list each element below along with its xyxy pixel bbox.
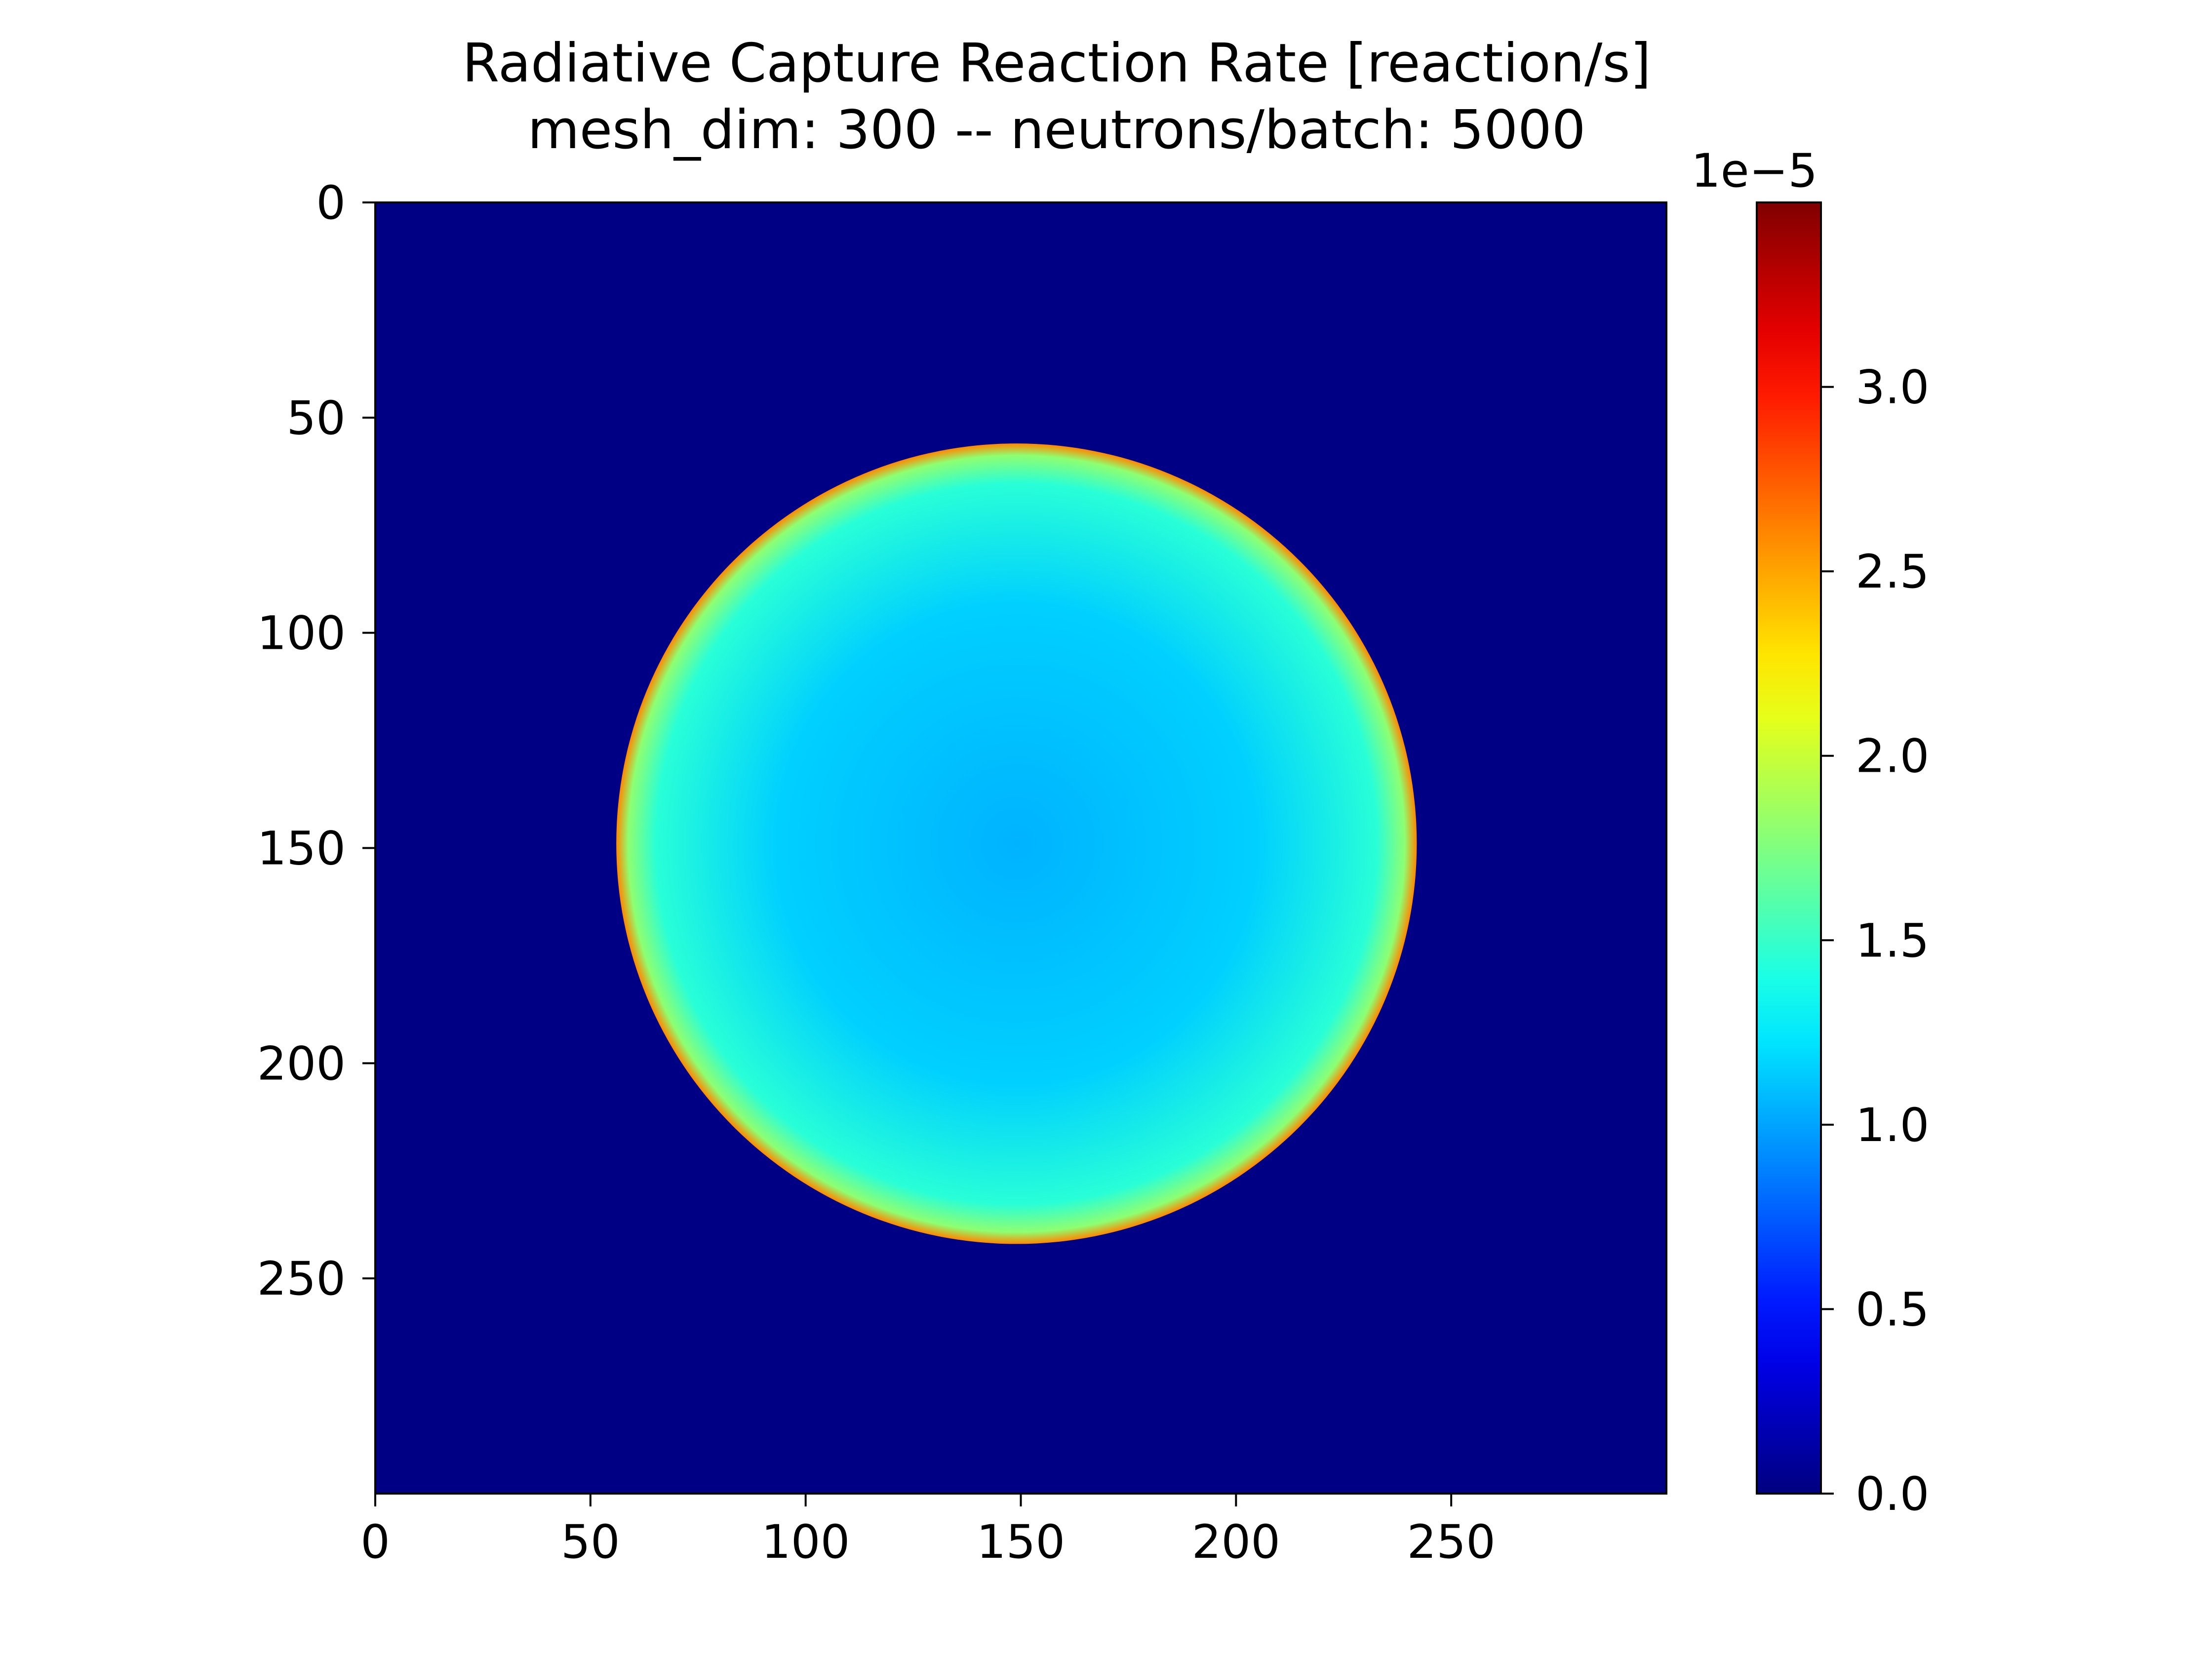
- colorbar-ticks: 0.0 0.5 1.0 1.5 2.0 2.5 3.0: [1821, 361, 1930, 1521]
- y-tick-label: 200: [257, 1037, 346, 1091]
- chart-title-line-1: Radiative Capture Reaction Rate [reactio…: [462, 33, 1651, 94]
- heatmap-disk: [616, 443, 1417, 1244]
- x-tick-label: 150: [977, 1515, 1065, 1569]
- colorbar-tick-label: 0.5: [1856, 1283, 1930, 1337]
- colorbar-tick-label: 0.0: [1856, 1467, 1930, 1521]
- colorbar-tick-label: 1.5: [1856, 914, 1930, 968]
- y-tick-label: 100: [257, 607, 346, 661]
- y-axis-ticks: 0 50 100 150 200 250: [257, 176, 375, 1306]
- x-tick-label: 0: [360, 1515, 390, 1569]
- y-tick-label: 150: [257, 822, 346, 876]
- y-tick-label: 50: [286, 392, 346, 445]
- x-tick-label: 200: [1192, 1515, 1280, 1569]
- chart-title-line-2: mesh_dim: 300 -- neutrons/batch: 5000: [528, 99, 1586, 161]
- x-tick-label: 250: [1407, 1515, 1495, 1569]
- x-tick-label: 100: [761, 1515, 850, 1569]
- y-tick-label: 250: [257, 1252, 346, 1306]
- colorbar: 1e−5: [1691, 144, 1822, 1495]
- colorbar-offset-text: 1e−5: [1691, 144, 1817, 198]
- heatmap-plot: [374, 201, 1667, 1495]
- colorbar-tick-label: 3.0: [1856, 361, 1930, 415]
- colorbar-tick-label: 2.5: [1856, 545, 1930, 599]
- colorbar-tick-label: 2.0: [1856, 730, 1930, 784]
- x-axis-ticks: 0 50 100 150 200 250: [360, 1494, 1496, 1569]
- y-tick-label: 0: [316, 176, 346, 230]
- colorbar-tick-label: 1.0: [1856, 1099, 1930, 1152]
- colorbar-strip: [1757, 202, 1821, 1494]
- colorbar-frame: [1756, 201, 1822, 1495]
- x-tick-label: 50: [561, 1515, 620, 1569]
